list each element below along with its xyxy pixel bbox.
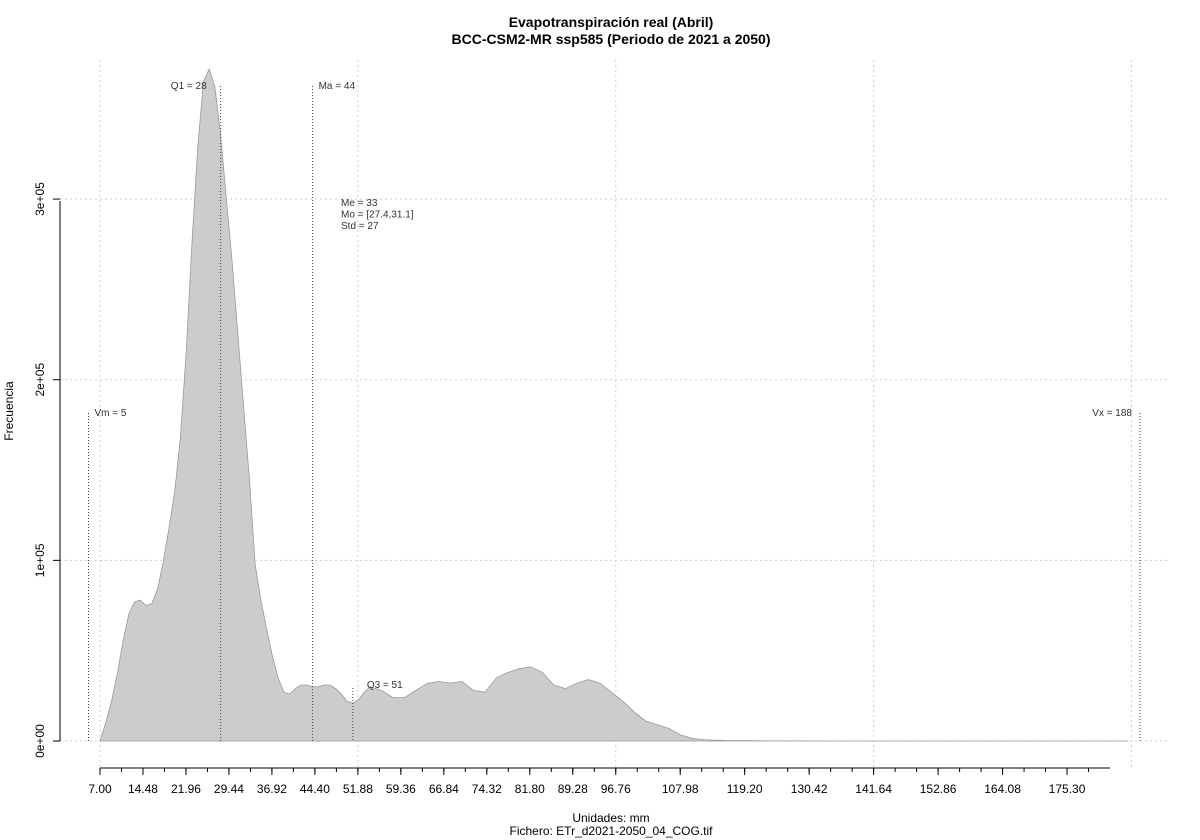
x-tick-label-3: 29.44 <box>214 782 244 796</box>
file-footer: Fichero: ETr_d2021-2050_04_COG.tif <box>510 824 714 838</box>
x-tick-label-1: 14.48 <box>128 782 158 796</box>
x-tick-label-5: 44.40 <box>300 782 330 796</box>
x-tick-label-16: 141.64 <box>855 782 892 796</box>
statistics-layer: Vm = 5 Q1 = 28 Ma = 44 Q3 = 51 Vx = 188 Me = … <box>88 81 1141 741</box>
x-tick-label-17: 152.86 <box>920 782 957 796</box>
stat-summary-0: Me = 33 <box>341 198 378 209</box>
y-tick-label-0: 0e+00 <box>33 724 47 758</box>
x-tick-label-10: 81.80 <box>515 782 545 796</box>
x-tick-label-9: 74.32 <box>472 782 502 796</box>
density-area <box>99 67 1129 742</box>
y-tick-label-3: 3e+05 <box>33 182 47 216</box>
x-tick-label-4: 36.92 <box>257 782 287 796</box>
vx-label: Vx = 188 <box>1092 408 1132 419</box>
axes-layer: 7.00 14.48 21.96 29.44 36.92 44.40 51.88 59.36 6… <box>33 182 1110 796</box>
x-tick-label-13: 107.98 <box>662 782 699 796</box>
x-axis-label: Unidades: mm <box>572 811 649 825</box>
x-tick-label-11: 89.28 <box>558 782 588 796</box>
vm-label: Vm = 5 <box>95 408 127 419</box>
q1-label: Q1 = 28 <box>171 81 207 92</box>
y-tick-label-2: 2e+05 <box>33 363 47 397</box>
x-tick-label-12: 96.76 <box>601 782 631 796</box>
stat-summary-1: Mo = [27.4,31.1] <box>341 210 414 221</box>
ma-label: Ma = 44 <box>319 81 356 92</box>
y-tick-label-1: 1e+05 <box>33 543 47 577</box>
stat-summary-2: Std = 27 <box>341 221 379 232</box>
x-tick-label-6: 51.88 <box>343 782 373 796</box>
y-axis-label: Frecuencia <box>2 381 16 441</box>
x-tick-label-7: 59.36 <box>386 782 416 796</box>
x-tick-label-19: 175.30 <box>1049 782 1086 796</box>
x-tick-label-0: 7.00 <box>88 782 112 796</box>
x-tick-label-14: 119.20 <box>727 782 763 796</box>
x-tick-label-18: 164.08 <box>984 782 1021 796</box>
x-tick-label-2: 21.96 <box>171 782 201 796</box>
q3-label: Q3 = 51 <box>367 680 403 691</box>
x-tick-label-15: 130.42 <box>791 782 828 796</box>
chart-subtitle: BCC-CSM2-MR ssp585 (Periodo de 2021 a 20… <box>452 31 771 47</box>
chart-title: Evapotranspiración real (Abril) <box>509 14 714 30</box>
x-tick-label-8: 66.84 <box>429 782 459 796</box>
density-area-layer <box>99 67 1129 742</box>
